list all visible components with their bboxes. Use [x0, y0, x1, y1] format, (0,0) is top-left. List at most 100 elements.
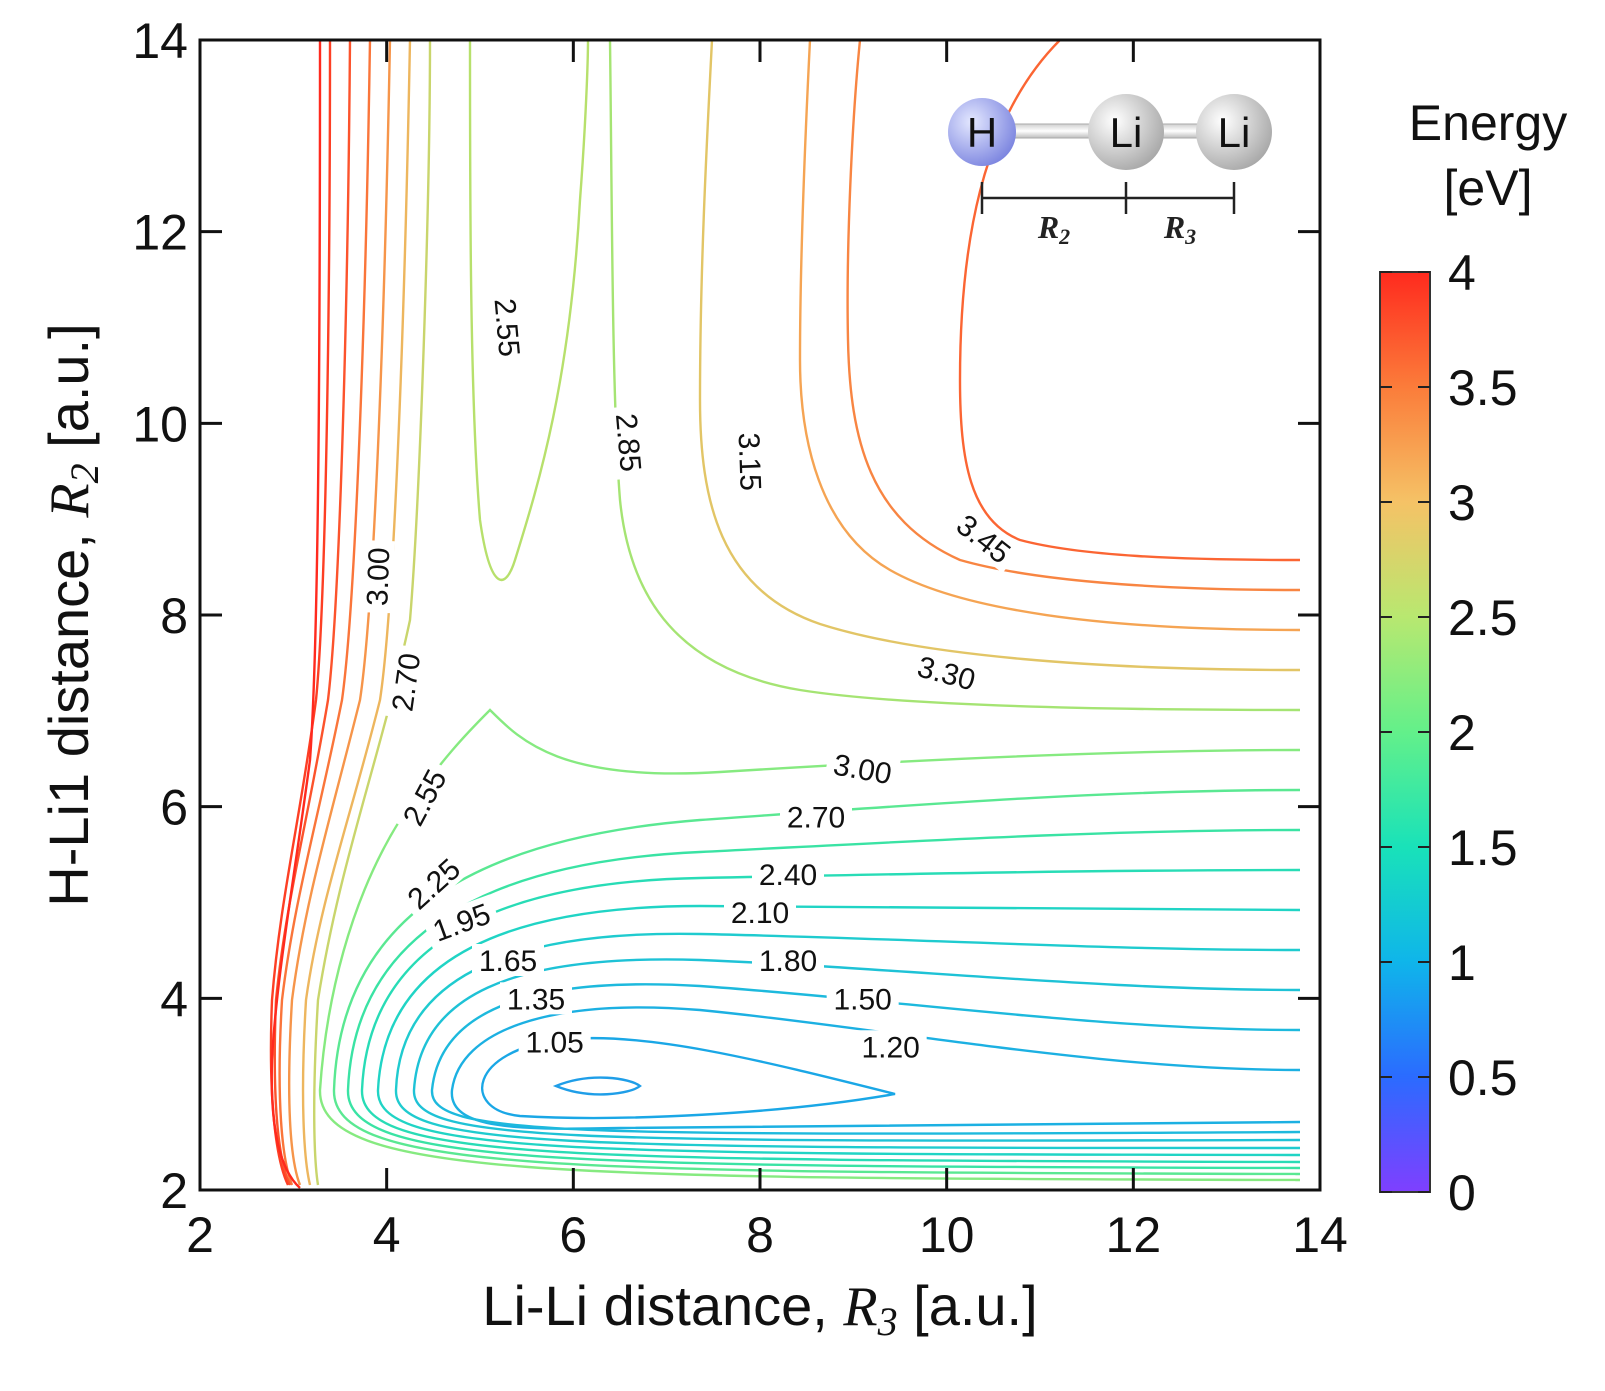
contour-label-bg — [384, 644, 427, 720]
contour-label: 3.30 — [914, 650, 979, 697]
atom-label-h: H — [967, 109, 997, 156]
contour-line — [278, 40, 372, 1186]
y-tick-label: 4 — [160, 971, 188, 1027]
colorbar-tick-label: 0.5 — [1448, 1050, 1518, 1106]
contour-label: 2.70 — [787, 801, 845, 834]
contour-label-bg — [907, 647, 986, 698]
contour-label-group: 2.70 — [384, 644, 427, 720]
contour-label: 1.50 — [833, 983, 891, 1016]
contour-label-bg — [472, 944, 544, 976]
atom-label-li-2: Li — [1218, 109, 1251, 156]
colorbar-title-line2: [eV] — [1444, 160, 1533, 216]
contour-label-bg — [488, 290, 528, 365]
contour-label-group: 1.20 — [854, 1030, 927, 1064]
y-tick-label: 6 — [160, 780, 188, 836]
contour-label-group: 2.70 — [780, 800, 852, 834]
contour-label: 2.10 — [731, 897, 789, 930]
atom-li-2 — [1196, 94, 1272, 170]
contour-label-bg — [360, 540, 395, 614]
contour-label: 2.40 — [759, 859, 817, 892]
contour-label: 3.15 — [732, 432, 767, 492]
contour-line — [288, 40, 392, 1186]
colorbar-tick-label: 1 — [1448, 935, 1476, 991]
contour-line — [394, 932, 1301, 1150]
atom-li-1 — [1088, 94, 1164, 170]
contour-label: 1.65 — [479, 945, 537, 978]
contour-label: 2.85 — [609, 412, 647, 473]
contour-label: 1.20 — [861, 1031, 919, 1064]
contour-label: 1.05 — [525, 1026, 583, 1059]
x-tick-label: 6 — [559, 1207, 587, 1263]
atom-label-li-1: Li — [1110, 109, 1143, 156]
contour-label-group: 2.40 — [752, 857, 824, 892]
contour-label-group: 3.00 — [360, 540, 396, 614]
contour-label-group: 1.35 — [500, 982, 572, 1016]
contour-label-group: 1.80 — [752, 944, 824, 978]
colorbar-tick-label: 0 — [1448, 1165, 1476, 1221]
contour-line — [430, 983, 1301, 1135]
contour-label: 2.55 — [488, 297, 526, 358]
contour-line — [269, 40, 332, 1186]
contour-label-bg — [500, 982, 572, 1015]
contour-line — [698, 40, 1301, 672]
y-tick-label: 10 — [132, 396, 188, 452]
contour-label-group: 2.55 — [488, 290, 528, 365]
tick-layer: 2 4 6 8 10 12 14 2 4 6 8 10 12 14 — [132, 13, 1347, 1263]
contour-line — [552, 1076, 642, 1096]
atom-h — [948, 98, 1016, 166]
x-tick-label: 14 — [1292, 1207, 1348, 1263]
y-tick-label: 12 — [132, 205, 188, 261]
contour-line — [376, 904, 1301, 1157]
colorbar-tick-label: 3 — [1448, 475, 1476, 531]
contour-line — [360, 868, 1301, 1164]
contour-label-group: 1.65 — [472, 944, 544, 978]
contour-label-bg — [824, 746, 901, 791]
contour-label: 3.00 — [361, 547, 396, 607]
colorbar-tick-layer: 0 0.5 1 1.5 2 2.5 3 3.5 4 — [1380, 245, 1518, 1221]
contour-label-bg — [724, 896, 796, 929]
contour-line — [468, 40, 590, 581]
contour-label-bg — [733, 425, 768, 499]
y-tick-label: 14 — [132, 13, 188, 69]
bond-dimension-lines — [980, 182, 1236, 214]
contour-line — [301, 40, 412, 1186]
bond-label-r2: R2 — [1037, 209, 1070, 249]
contour-label-group: 2.85 — [609, 405, 649, 480]
x-tick-label: 4 — [373, 1207, 401, 1263]
colorbar-title-line1: Energy — [1409, 95, 1567, 151]
contour-label-group: 1.05 — [518, 1025, 591, 1059]
contour-label-group: 2.10 — [724, 896, 796, 930]
contour-label-bg — [752, 944, 824, 976]
contour-line — [332, 788, 1301, 1176]
contour-line — [846, 40, 1301, 592]
contour-label-bg — [826, 982, 899, 1015]
contour-line — [346, 828, 1301, 1170]
contour-label-bg — [780, 800, 852, 833]
contour-label-bg — [854, 1030, 927, 1063]
contour-label: 1.35 — [507, 983, 565, 1016]
y-axis-title: H-Li1 distance, R2 [a.u.] — [37, 323, 107, 906]
colorbar-tick-label: 1.5 — [1448, 820, 1518, 876]
colorbar-tick-label: 2 — [1448, 705, 1476, 761]
contour-line — [412, 958, 1301, 1142]
contour-label-group: 3.15 — [732, 425, 768, 499]
x-tick-label: 8 — [746, 1207, 774, 1263]
contour-label-group: 3.00 — [824, 746, 901, 791]
contour-label-group: 3.30 — [907, 647, 986, 698]
contour-lines — [269, 40, 1301, 1189]
x-tick-label: 10 — [919, 1207, 975, 1263]
contour-label: 1.80 — [759, 945, 817, 978]
y-tick-label: 2 — [160, 1163, 188, 1219]
contour-label-bg — [395, 847, 471, 920]
x-axis-title: Li-Li distance, R3 [a.u.] — [482, 1274, 1037, 1344]
contour-label-bg — [392, 757, 456, 837]
contour-label-group: 3.45 — [945, 503, 1023, 574]
contour-line — [798, 40, 1301, 632]
x-tick-label: 2 — [186, 1207, 214, 1263]
contour-line — [608, 40, 1301, 712]
colorbar-tick-label: 2.5 — [1448, 590, 1518, 646]
contour-label: 2.70 — [386, 651, 427, 713]
contour-line — [450, 1006, 1301, 1130]
contour-label-bg — [422, 894, 501, 950]
